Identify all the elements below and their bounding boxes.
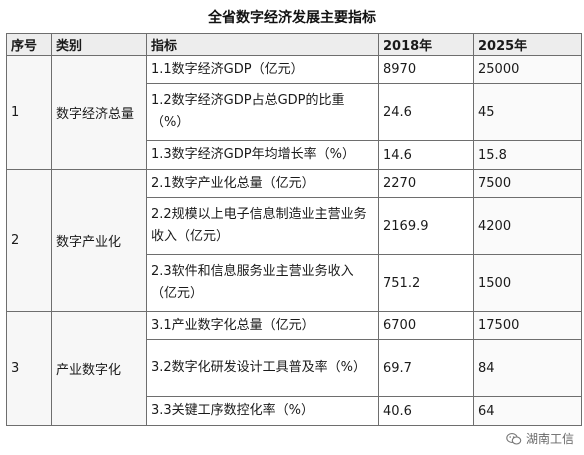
row-value-2025: 15.8 bbox=[473, 140, 582, 170]
row-indicator: 2.1数字产业化总量（亿元） bbox=[146, 169, 379, 198]
row-seq: 2 bbox=[6, 169, 52, 312]
table-row: 3.2数字化研发设计工具普及率（%） 69.7 84 bbox=[7, 339, 582, 397]
row-value-2025: 4200 bbox=[473, 197, 582, 255]
row-indicator: 3.2数字化研发设计工具普及率（%） bbox=[146, 339, 379, 397]
table-row: 3.3关键工序数控化率（%） 40.6 64 bbox=[7, 396, 582, 426]
wechat-icon bbox=[506, 432, 522, 445]
table-row: 1.2数字经济GDP占总GDP的比重（%） 24.6 45 bbox=[7, 83, 582, 141]
row-value-2018: 24.6 bbox=[378, 83, 474, 141]
table-row: 2 数字产业化 2.1数字产业化总量（亿元） 2270 7500 bbox=[6, 169, 582, 312]
row-value-2018: 69.7 bbox=[378, 339, 474, 397]
table-row: 3 产业数字化 3.1产业数字化总量（亿元） 6700 17500 bbox=[6, 311, 582, 426]
header-indicator: 指标 bbox=[146, 33, 379, 56]
watermark: 湖南工信 bbox=[505, 430, 574, 447]
row-value-2018: 14.6 bbox=[378, 140, 474, 170]
table-row: 2.2规模以上电子信息制造业主营业务收入（亿元） 2169.9 4200 bbox=[7, 197, 582, 255]
watermark-text: 湖南工信 bbox=[525, 432, 574, 446]
row-category: 数字产业化 bbox=[51, 169, 147, 312]
table-row: 1.3数字经济GDP年均增长率（%） 14.6 15.8 bbox=[7, 140, 582, 170]
row-value-2018: 2169.9 bbox=[378, 197, 474, 255]
row-category: 数字经济总量 bbox=[51, 55, 147, 170]
row-indicator: 1.2数字经济GDP占总GDP的比重（%） bbox=[146, 83, 379, 141]
header-2018: 2018年 bbox=[378, 33, 474, 56]
row-value-2025: 45 bbox=[473, 83, 582, 141]
row-indicator: 2.2规模以上电子信息制造业主营业务收入（亿元） bbox=[146, 197, 379, 255]
row-value-2025: 64 bbox=[473, 396, 582, 426]
header-row: 序号 类别 指标 2018年 2025年 bbox=[6, 33, 582, 56]
row-value-2018: 40.6 bbox=[378, 396, 474, 426]
row-value-2018: 8970 bbox=[378, 55, 474, 84]
indicators-table: 序号 类别 指标 2018年 2025年 1 数字经济总量 1.1数字经济GDP… bbox=[6, 33, 582, 426]
row-value-2025: 17500 bbox=[473, 311, 582, 340]
row-indicator: 3.3关键工序数控化率（%） bbox=[146, 396, 379, 426]
header-2025: 2025年 bbox=[473, 33, 582, 56]
row-seq: 1 bbox=[6, 55, 52, 170]
table-row: 2.3软件和信息服务业主营业务收入（亿元） 751.2 1500 bbox=[7, 254, 582, 312]
row-seq: 3 bbox=[6, 311, 52, 426]
table-row: 1 数字经济总量 1.1数字经济GDP（亿元） 8970 25000 bbox=[6, 55, 582, 170]
row-indicator: 1.3数字经济GDP年均增长率（%） bbox=[146, 140, 379, 170]
row-value-2025: 7500 bbox=[473, 169, 582, 198]
header-seq: 序号 bbox=[6, 33, 52, 56]
row-value-2025: 84 bbox=[473, 339, 582, 397]
row-value-2018: 751.2 bbox=[378, 254, 474, 312]
row-category: 产业数字化 bbox=[51, 311, 147, 426]
row-indicator: 3.1产业数字化总量（亿元） bbox=[146, 311, 379, 340]
row-value-2018: 2270 bbox=[378, 169, 474, 198]
row-indicator: 2.3软件和信息服务业主营业务收入（亿元） bbox=[146, 254, 379, 312]
row-value-2025: 25000 bbox=[473, 55, 582, 84]
row-value-2018: 6700 bbox=[378, 311, 474, 340]
table-title: 全省数字经济发展主要指标 bbox=[208, 10, 376, 26]
row-value-2025: 1500 bbox=[473, 254, 582, 312]
row-indicator: 1.1数字经济GDP（亿元） bbox=[146, 55, 379, 84]
header-category: 类别 bbox=[51, 33, 147, 56]
